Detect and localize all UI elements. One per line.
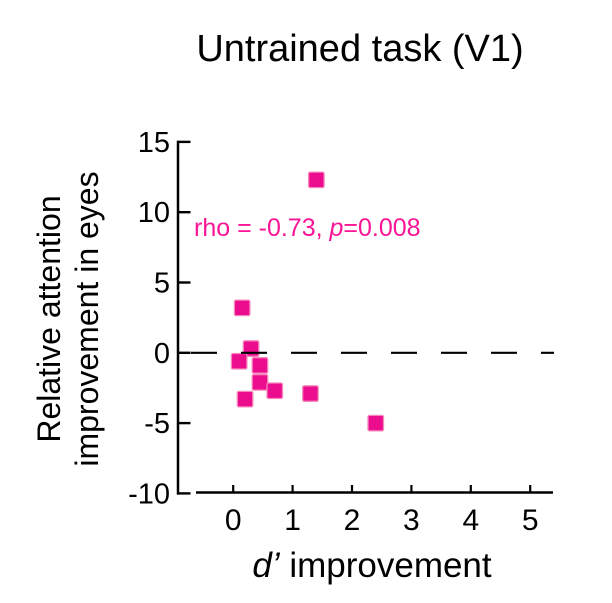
- data-point-marker: [230, 352, 248, 370]
- x-axis-tick-label: 1: [284, 504, 301, 537]
- data-point-marker: [251, 373, 269, 391]
- annotation-suffix: =0.008: [343, 214, 421, 242]
- data-point-marker: [233, 299, 251, 317]
- data-point-marker: [266, 382, 284, 400]
- y-axis-tick-label: 15: [138, 127, 170, 159]
- correlation-annotation: rho = -0.73, p=0.008: [194, 214, 421, 243]
- x-axis-tick-label: 4: [462, 504, 479, 537]
- data-point-marker: [302, 385, 319, 402]
- x-axis-label: d’ improvement: [172, 546, 572, 586]
- y-axis-tick-label: 0: [154, 338, 170, 370]
- data-point-marker: [367, 414, 385, 432]
- y-axis-tick-label: 5: [154, 268, 170, 300]
- x-axis-tick-label: 0: [225, 504, 242, 537]
- data-point-marker: [307, 171, 325, 189]
- y-axis-tick-label: -10: [128, 478, 170, 510]
- x-axis-label-rest: improvement: [279, 546, 492, 585]
- annotation-p-italic: p: [329, 214, 344, 242]
- data-point-marker: [251, 357, 269, 374]
- y-axis-tick-label: -5: [144, 408, 170, 440]
- x-axis-label-dprime: d’: [252, 546, 280, 585]
- x-axis-tick-label: 2: [344, 504, 361, 537]
- data-point-marker: [236, 390, 254, 408]
- y-axis-tick-label: 10: [138, 197, 170, 229]
- annotation-prefix: rho = -0.73,: [194, 214, 330, 242]
- chart-title: Untrained task (V1): [196, 28, 524, 70]
- x-axis-tick-label: 3: [403, 504, 420, 537]
- x-axis-tick-label: 5: [522, 504, 539, 537]
